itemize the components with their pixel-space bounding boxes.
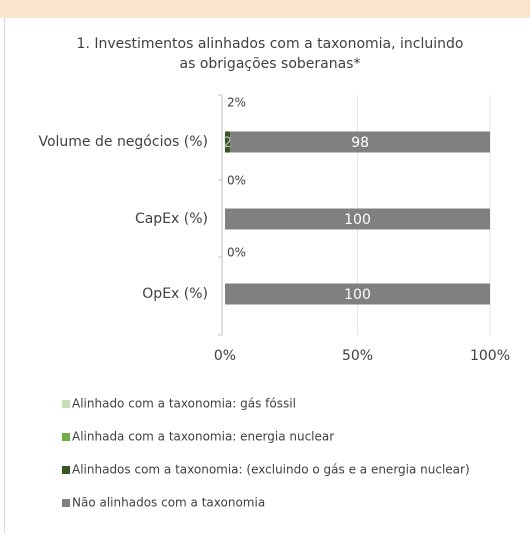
top-band (0, 0, 530, 18)
legend-swatch (62, 466, 70, 474)
legend-swatch (62, 499, 70, 507)
data-label: 100 (344, 212, 371, 228)
legend-label: Não alinhados com a taxonomia (72, 496, 265, 510)
legend-label: Alinhado com a taxonomia: gás fóssil (72, 397, 296, 411)
x-tick-label: 50% (342, 348, 373, 364)
data-label: 2 (223, 135, 232, 151)
legend-label: Alinhados com a taxonomia: (excluindo o … (72, 463, 470, 477)
bar (230, 131, 491, 153)
bar (225, 131, 231, 153)
chart-title: 1. Investimentos alinhados com a taxonom… (77, 36, 464, 52)
y-tick-label: OpEx (%) (142, 286, 208, 302)
annotation: 2% (227, 96, 246, 110)
bar (225, 283, 490, 305)
y-tick-label: CapEx (%) (135, 211, 208, 227)
legend-swatch (62, 433, 70, 441)
bar (225, 208, 490, 230)
data-label: 100 (344, 287, 371, 303)
x-tick-label: 100% (470, 348, 510, 364)
chart-title: as obrigações soberanas* (180, 56, 361, 72)
data-label: 98 (351, 135, 369, 151)
annotation: 0% (227, 174, 246, 188)
x-tick-label: 0% (214, 348, 236, 364)
annotation: 0% (227, 246, 246, 260)
legend-swatch (62, 400, 70, 408)
legend-label: Alinhada com a taxonomia: energia nuclea… (72, 430, 334, 444)
y-tick-label: Volume de negócios (%) (38, 134, 208, 150)
